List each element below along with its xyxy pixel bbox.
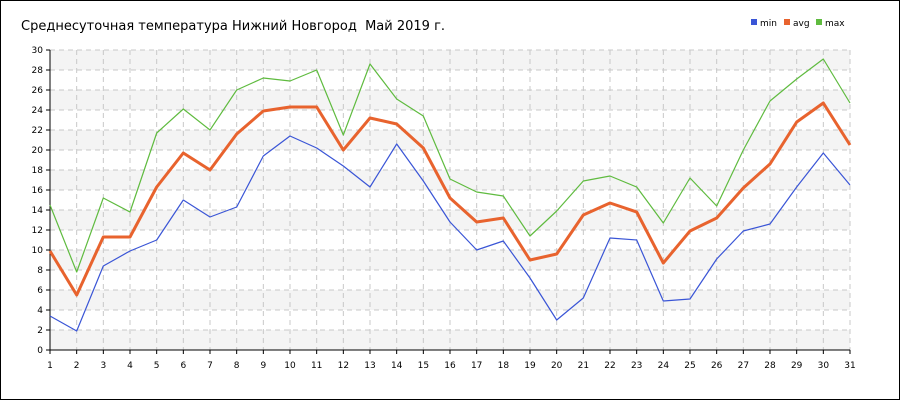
chart-title: Среднесуточная температура Нижний Новгор… xyxy=(21,19,446,34)
x-tick-label: 28 xyxy=(764,361,776,371)
x-tick-label: 21 xyxy=(578,361,589,371)
y-tick-label: 2 xyxy=(37,326,43,336)
y-tick-label: 28 xyxy=(32,66,44,76)
x-tick-label: 18 xyxy=(498,361,510,371)
x-tick-label: 2 xyxy=(74,361,80,371)
background-band xyxy=(50,210,850,230)
legend-swatch-max xyxy=(816,19,822,25)
background-band xyxy=(50,290,850,310)
legend: min avg max xyxy=(751,19,845,29)
x-tick-label: 26 xyxy=(711,361,723,371)
series-line-min xyxy=(49,135,851,332)
y-tick-label: 8 xyxy=(37,266,43,276)
x-tick-label: 29 xyxy=(791,361,803,371)
x-tick-label: 14 xyxy=(391,361,403,371)
series-layer xyxy=(48,58,852,332)
y-tick-label: 12 xyxy=(32,226,43,236)
x-tick-label: 8 xyxy=(234,361,240,371)
x-tick-label: 3 xyxy=(100,361,106,371)
legend-swatch-avg xyxy=(784,19,790,25)
y-tick-label: 24 xyxy=(32,106,44,116)
y-tick-label: 14 xyxy=(32,206,44,216)
x-tick-label: 15 xyxy=(418,361,429,371)
y-tick-label: 4 xyxy=(37,306,43,316)
x-tick-label: 16 xyxy=(444,361,456,371)
y-tick-label: 26 xyxy=(32,86,44,96)
x-tick-label: 31 xyxy=(844,361,855,371)
x-tick-label: 5 xyxy=(154,361,160,371)
x-tick-label: 10 xyxy=(284,361,296,371)
series-line-avg xyxy=(48,101,852,297)
x-tick-label: 11 xyxy=(311,361,322,371)
y-tick-label: 30 xyxy=(32,46,44,56)
x-tick-label: 13 xyxy=(364,361,375,371)
legend-label-min: min xyxy=(760,19,777,29)
x-tick-label: 25 xyxy=(684,361,695,371)
x-tick-label: 4 xyxy=(127,361,133,371)
x-tick-label: 6 xyxy=(180,361,186,371)
x-tick-label: 1 xyxy=(47,361,53,371)
x-tick-label: 20 xyxy=(551,361,563,371)
y-tick-label: 22 xyxy=(32,126,43,136)
series-line-max xyxy=(49,58,851,273)
legend-swatch-min xyxy=(751,19,757,25)
x-tick-label: 27 xyxy=(738,361,749,371)
x-tick-label: 23 xyxy=(631,361,642,371)
x-tick-label: 24 xyxy=(658,361,670,371)
x-tick-label: 12 xyxy=(338,361,349,371)
legend-label-avg: avg xyxy=(793,19,810,29)
y-tick-label: 20 xyxy=(32,146,44,156)
x-tick-label: 17 xyxy=(471,361,482,371)
y-tick-label: 6 xyxy=(37,286,43,296)
x-tick-label: 22 xyxy=(604,361,615,371)
grid-lines xyxy=(50,49,851,350)
x-tick-label: 9 xyxy=(260,361,266,371)
y-tick-label: 10 xyxy=(32,246,44,256)
legend-label-max: max xyxy=(825,19,845,29)
y-tick-label: 18 xyxy=(32,166,44,176)
x-tick-label: 19 xyxy=(524,361,536,371)
y-tick-label: 16 xyxy=(32,186,44,196)
x-tick-label: 30 xyxy=(818,361,830,371)
y-tick-label: 0 xyxy=(37,346,43,356)
x-tick-label: 7 xyxy=(207,361,213,371)
